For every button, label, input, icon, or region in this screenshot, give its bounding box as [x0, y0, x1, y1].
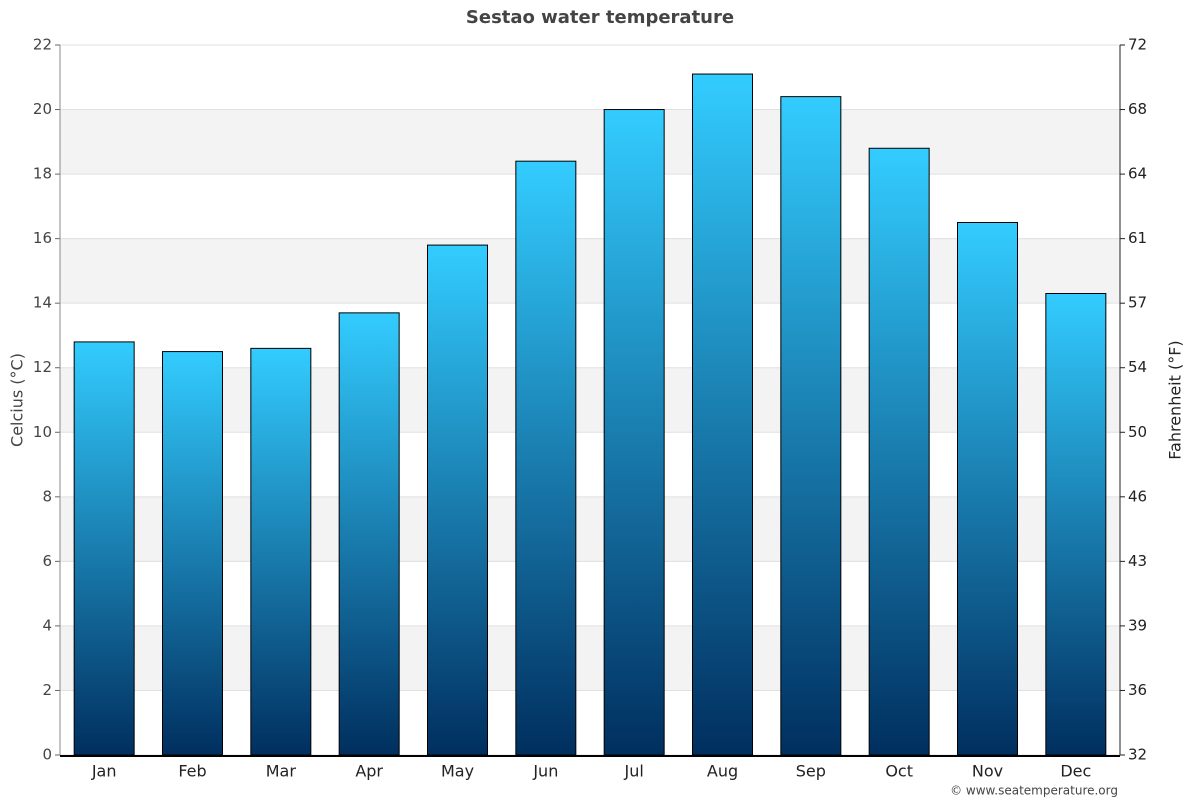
y2-tick-label: 64 [1128, 165, 1147, 183]
bar [957, 222, 1018, 756]
y2-tick-label: 32 [1128, 746, 1147, 764]
bar [162, 351, 223, 756]
y-axis-label: Celcius (°C) [8, 353, 27, 447]
x-tick-label: May [441, 762, 474, 781]
bar [603, 109, 665, 756]
x-tick-label: Jun [532, 762, 558, 781]
bar [73, 341, 135, 756]
bar [250, 347, 312, 756]
y-tick-label: 18 [33, 165, 52, 183]
bar [427, 244, 488, 756]
x-tick-label: Apr [355, 762, 383, 781]
x-tick-label: Dec [1060, 762, 1091, 781]
x-tick-label: Jul [624, 762, 644, 781]
grid-band [60, 625, 1120, 691]
y2-tick-label: 36 [1128, 681, 1147, 699]
y2-axis-label: Fahrenheit (°F) [1166, 340, 1185, 459]
y-tick-label: 6 [42, 552, 52, 570]
x-tick-label: Feb [178, 762, 206, 781]
x-tick-label: Aug [707, 762, 738, 781]
y-tick-label: 20 [33, 100, 52, 118]
y2-tick-label: 61 [1128, 229, 1147, 247]
y2-tick-label: 46 [1128, 487, 1147, 505]
y2-tick-label: 50 [1128, 423, 1147, 441]
x-tick-label: Mar [266, 762, 297, 781]
y2-tick-label: 68 [1128, 100, 1147, 118]
y-tick-label: 16 [33, 229, 52, 247]
y2-tick-label: 39 [1128, 616, 1147, 634]
y2-tick-label: 43 [1128, 552, 1147, 570]
bar [868, 147, 930, 756]
y2-tick-label: 57 [1128, 294, 1147, 312]
y-tick-label: 8 [42, 487, 52, 505]
y-tick-label: 22 [33, 36, 52, 54]
bar [338, 312, 400, 756]
y2-tick-label: 54 [1128, 358, 1147, 376]
y-tick-label: 10 [33, 423, 52, 441]
y-tick-label: 14 [33, 294, 52, 312]
x-tick-label: Oct [885, 762, 913, 781]
grid-band [60, 367, 1120, 433]
y-tick-label: 2 [42, 681, 52, 699]
grid-band [60, 496, 1120, 562]
y-tick-label: 4 [42, 616, 52, 634]
bar [780, 96, 842, 756]
x-tick-label: Nov [972, 762, 1003, 781]
y-tick-label: 0 [42, 746, 52, 764]
bar [692, 73, 753, 756]
x-tick-label: Jan [91, 762, 117, 781]
credit: © www.seatemperature.org [950, 784, 1118, 798]
y2-tick-label: 72 [1128, 36, 1147, 54]
bar [515, 160, 577, 756]
chart-title: Sestao water temperature [466, 7, 734, 28]
grid-band [60, 238, 1120, 304]
grid-band [60, 109, 1120, 175]
x-tick-label: Sep [796, 762, 826, 781]
bar [1045, 293, 1107, 756]
y-tick-label: 12 [33, 358, 52, 376]
